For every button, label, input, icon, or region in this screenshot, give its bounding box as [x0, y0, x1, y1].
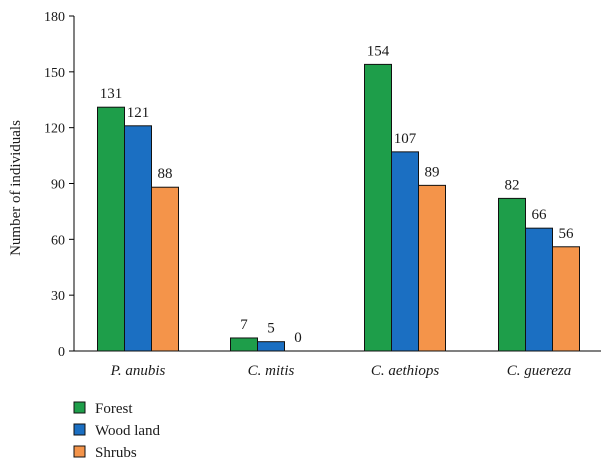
data-label: 5 — [267, 321, 275, 337]
bar — [257, 341, 285, 352]
x-tick-label: P. anubis — [110, 363, 166, 379]
data-label: 107 — [394, 131, 417, 147]
category-labels: P. anubis C. mitis C. aethiops C. guereza — [110, 363, 572, 379]
data-label: 0 — [294, 330, 302, 346]
legend-swatch — [73, 445, 86, 458]
data-label: 121 — [127, 105, 150, 121]
x-tick-label: C. mitis — [248, 363, 295, 379]
data-label: 56 — [559, 226, 575, 242]
bar — [418, 184, 446, 352]
y-tick-label: 150 — [44, 66, 65, 81]
bar — [364, 63, 392, 352]
legend-entry: Wood land — [95, 423, 161, 439]
data-label: 7 — [240, 317, 248, 333]
bars — [97, 63, 580, 352]
bar — [498, 197, 526, 352]
legend-entry: Forest — [95, 401, 133, 417]
y-ticks: 0 30 60 90 120 150 180 — [44, 10, 74, 360]
y-tick-label: 60 — [51, 233, 65, 248]
bar — [151, 186, 179, 352]
y-tick-label: 0 — [58, 345, 65, 360]
bar — [230, 337, 258, 352]
data-label: 89 — [425, 164, 440, 180]
y-axis-title: Number of individuals — [8, 120, 24, 256]
legend-swatch — [73, 423, 86, 436]
x-tick-label: C. guereza — [507, 363, 571, 379]
data-label: 131 — [100, 86, 123, 102]
legend: Forest Wood land Shrubs — [73, 401, 161, 461]
y-tick-label: 180 — [44, 10, 65, 25]
data-label: 66 — [532, 207, 548, 223]
data-label: 82 — [505, 177, 520, 193]
bar — [124, 125, 152, 352]
data-label: 154 — [367, 43, 390, 59]
bar — [525, 227, 553, 352]
bar — [97, 106, 125, 352]
legend-swatch — [73, 401, 86, 414]
y-tick-label: 90 — [51, 178, 65, 193]
y-tick-label: 120 — [44, 122, 65, 137]
y-tick-label: 30 — [51, 289, 65, 304]
data-label: 88 — [158, 166, 173, 182]
bar — [391, 151, 419, 352]
x-tick-label: C. aethiops — [371, 363, 439, 379]
legend-entry: Shrubs — [95, 445, 137, 461]
bar — [552, 246, 580, 352]
